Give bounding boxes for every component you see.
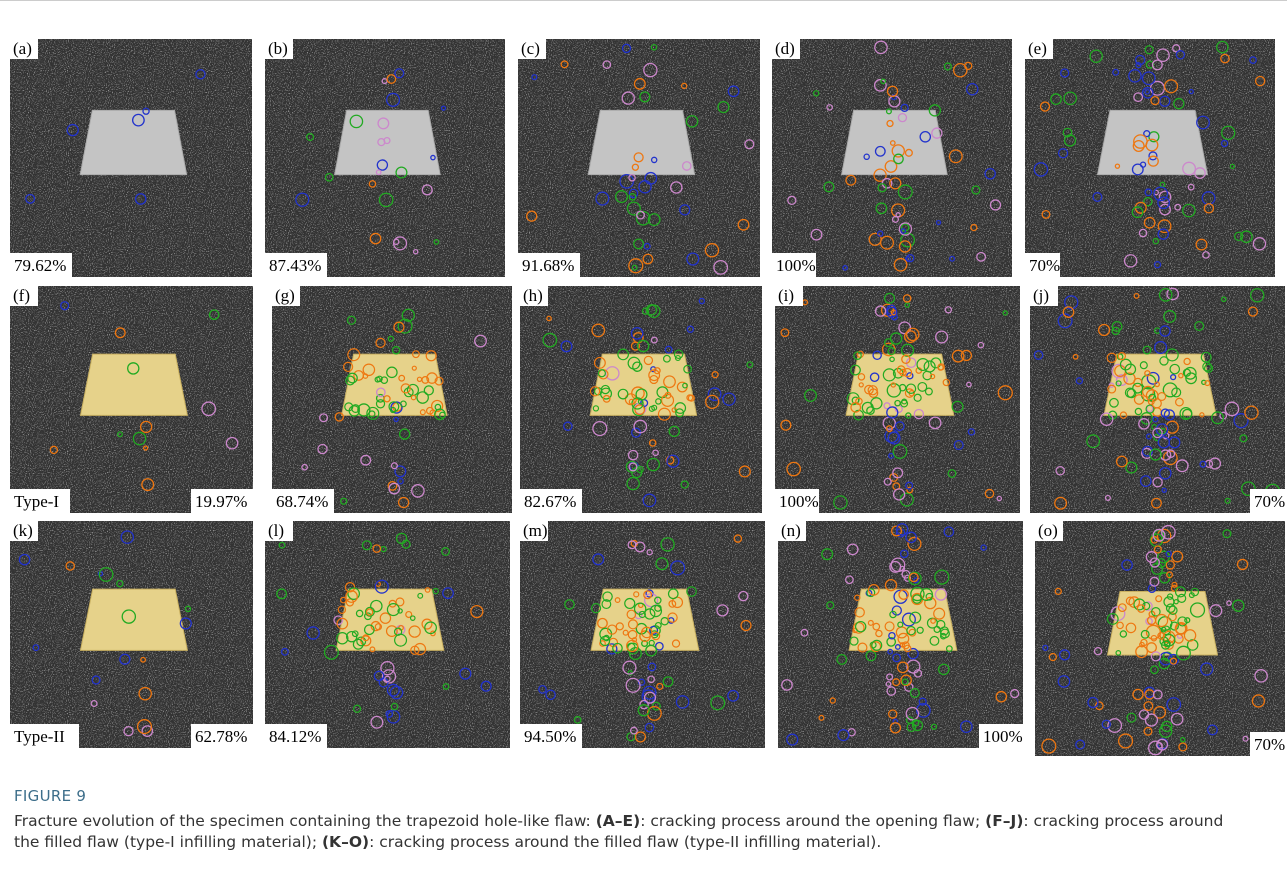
caption-text: : cracking process around the filled fla… <box>369 833 881 851</box>
percent-label: 70% <box>1029 256 1060 275</box>
panel-label: (h) <box>523 286 543 305</box>
figure-page: (a) 79.62% (b) 87.43% (c) 91.68% (d) 100% (e) 70%… <box>0 0 1287 872</box>
panel: (i) 100% <box>775 286 1020 513</box>
caption-text: : cracking process around the opening fl… <box>640 812 985 830</box>
panel-label: (i) <box>778 286 794 305</box>
type-label: Type-II <box>14 727 65 746</box>
panel: (h) 82.67% <box>520 286 762 513</box>
panel: (g) 68.74% <box>272 286 512 513</box>
percent-label: 82.67% <box>524 492 576 511</box>
percent-label: 62.78% <box>195 727 247 746</box>
panel: (n) 100% <box>778 521 1023 748</box>
caption-range: (A–E) <box>596 812 641 830</box>
caption-range: (F–J) <box>985 812 1023 830</box>
percent-label: 70% <box>1254 492 1285 511</box>
panel-label: (k) <box>13 521 33 540</box>
percent-label: 87.43% <box>269 256 321 275</box>
panel: (k) 62.78% Type-II <box>10 521 253 748</box>
flaw <box>1098 110 1208 174</box>
percent-label: 68.74% <box>276 492 328 511</box>
panel: (o) 70% <box>1035 521 1285 756</box>
percent-label: 100% <box>983 727 1023 746</box>
panel-label: (e) <box>1028 39 1047 58</box>
panel-label: (g) <box>275 286 295 305</box>
caption-text: Fracture evolution of the specimen conta… <box>14 812 596 830</box>
panel-label: (a) <box>13 39 32 58</box>
panel-label: (j) <box>1033 286 1049 305</box>
panel-label: (d) <box>775 39 795 58</box>
panel: (e) 70% <box>1025 39 1275 277</box>
percent-label: 100% <box>779 492 819 511</box>
type-label: Type-I <box>14 492 59 511</box>
figure-panels: (a) 79.62% (b) 87.43% (c) 91.68% (d) 100% (e) 70%… <box>0 1 1287 771</box>
panel: (c) 91.68% <box>518 39 760 277</box>
percent-label: 91.68% <box>522 256 574 275</box>
panel-label: (f) <box>13 286 30 305</box>
panel: (b) 87.43% <box>265 39 505 277</box>
caption-range: (K–O) <box>322 833 369 851</box>
panel: (l) 84.12% <box>265 521 510 748</box>
flaw <box>80 110 186 174</box>
percent-label: 70% <box>1254 735 1285 754</box>
panel-label: (m) <box>523 521 548 540</box>
percent-label: 19.97% <box>195 492 247 511</box>
percent-label: 100% <box>776 256 816 275</box>
percent-label: 94.50% <box>524 727 576 746</box>
panel-label: (o) <box>1038 521 1058 540</box>
percent-label: 84.12% <box>269 727 321 746</box>
panel-label: (l) <box>268 521 284 540</box>
panel: (a) 79.62% <box>10 39 252 277</box>
panel: (m) 94.50% <box>520 521 765 748</box>
caption: Fracture evolution of the specimen conta… <box>14 811 1244 853</box>
panel-label: (c) <box>521 39 540 58</box>
flaw <box>588 110 694 174</box>
panel: (d) 100% <box>772 39 1012 277</box>
percent-label: 79.62% <box>14 256 66 275</box>
panel: (f) 19.97% Type-I <box>10 286 253 513</box>
panel-label: (b) <box>268 39 288 58</box>
panel: (j) 70% <box>1030 286 1285 513</box>
caption-label: FIGURE 9 <box>14 787 86 805</box>
panel-label: (n) <box>781 521 801 540</box>
